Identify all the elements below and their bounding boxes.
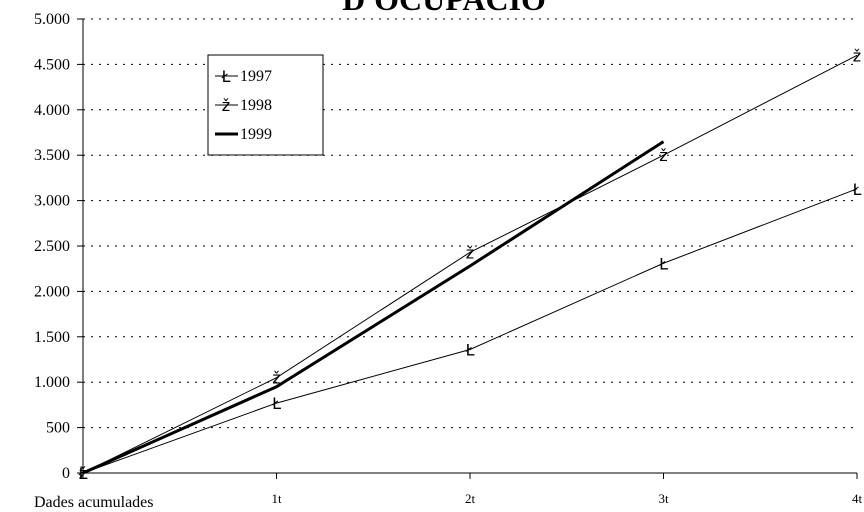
- y-tick-label: 5.000: [34, 11, 70, 28]
- data-point-1998: ž: [466, 243, 474, 262]
- y-tick-label: 2.000: [34, 283, 70, 300]
- x-tick-label: 4t: [852, 491, 863, 506]
- legend-label-1999: 1999: [240, 126, 272, 143]
- data-point-1997: Ł: [465, 341, 475, 360]
- y-tick-label: 500: [46, 420, 70, 437]
- x-tick-label: 1t: [271, 491, 282, 506]
- legend-marker: Ł: [221, 67, 231, 86]
- y-tick-label: 2.500: [34, 238, 70, 255]
- grid-lines: [83, 18, 857, 429]
- legend-marker: ž: [222, 96, 230, 115]
- x-tick-label: 2t: [465, 491, 476, 506]
- data-point-1998: ž: [272, 369, 280, 388]
- data-point-1998: ž: [659, 146, 667, 165]
- data-point-1997: Ł: [78, 464, 88, 483]
- series-line-1998: [82, 54, 858, 474]
- x-axis-ticks: 1t 2t 3t 4t: [82, 473, 863, 506]
- data-point-1997: Ł: [271, 394, 281, 413]
- data-point-1998: ž: [79, 464, 87, 483]
- series-line-1999: [82, 140, 665, 475]
- chart-title: D'OCUPACIO: [342, 0, 546, 17]
- y-axis-ticks: 0 500 1.000 1.500 2.000 2.500 3.000 3.500 4.000 4…: [34, 11, 83, 482]
- y-tick-label: 4.000: [34, 102, 70, 119]
- series-line-1997: [82, 188, 858, 474]
- legend: Ł 1997 ž 1998 1999: [207, 54, 324, 156]
- y-tick-label: 1.500: [34, 329, 70, 346]
- y-tick-label: 4.500: [34, 56, 70, 73]
- legend-label-1997: 1997: [240, 68, 272, 85]
- data-point-1997: Ł: [852, 180, 862, 199]
- data-point-1998: ž: [853, 46, 861, 65]
- x-axis-label: Dades acumulades: [34, 494, 154, 511]
- data-point-1997: Ł: [658, 254, 668, 273]
- y-tick-label: 0: [62, 465, 70, 482]
- y-tick-label: 3.000: [34, 193, 70, 210]
- legend-label-1998: 1998: [240, 97, 272, 114]
- y-tick-label: 1.000: [34, 374, 70, 391]
- x-tick-label: 3t: [658, 491, 669, 506]
- series-lines: Ł Ł Ł Ł Łž ž ž ž ž: [78, 46, 862, 483]
- y-tick-label: 3.500: [34, 147, 70, 164]
